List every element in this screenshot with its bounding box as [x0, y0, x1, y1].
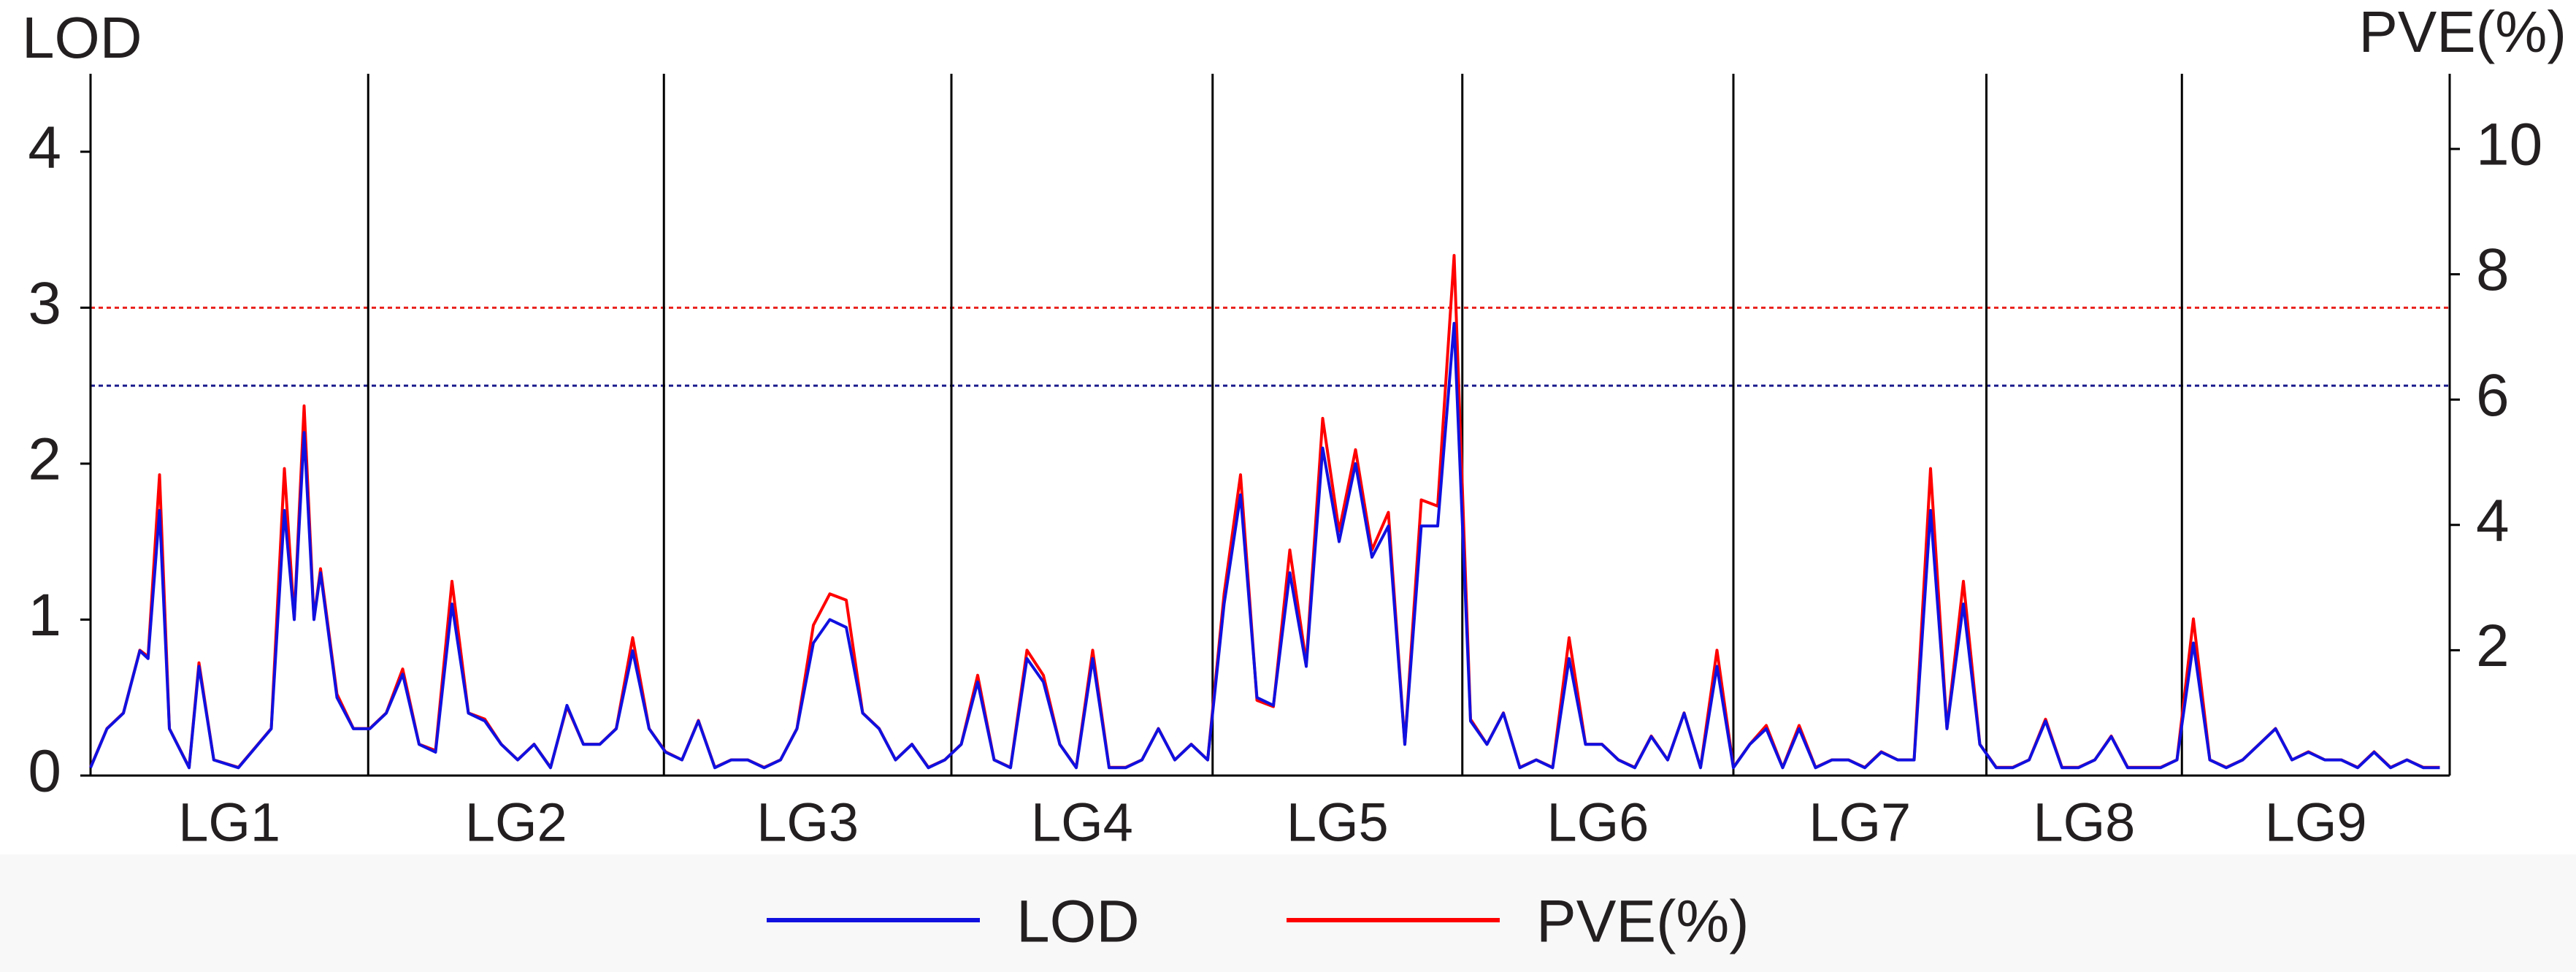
x-tick-label: LG3 [756, 792, 859, 853]
y2-tick-label: 6 [2476, 362, 2510, 429]
x-tick-label: LG1 [178, 792, 280, 853]
legend-label: PVE(%) [1536, 889, 1749, 955]
y2-tick-label: 8 [2476, 237, 2510, 303]
y-tick-label: 2 [28, 426, 61, 493]
y-axis-label: LOD [22, 5, 142, 70]
y-tick-label: 3 [28, 270, 61, 337]
x-tick-label: LG7 [1809, 792, 1911, 853]
y-tick-label: 0 [28, 738, 61, 805]
x-tick-label: LG5 [1287, 792, 1389, 853]
y2-tick-label: 2 [2476, 613, 2510, 679]
x-tick-label: LG6 [1546, 792, 1649, 853]
y-tick-label: 1 [28, 582, 61, 648]
y2-axis-label: PVE(%) [2359, 0, 2567, 64]
x-tick-label: LG8 [2033, 792, 2135, 853]
x-tick-label: LG4 [1031, 792, 1133, 853]
y2-tick-label: 4 [2476, 487, 2510, 554]
series-line [89, 321, 2440, 770]
x-tick-label: LG9 [2265, 792, 2367, 853]
y2-tick-label: 10 [2476, 112, 2542, 178]
y-tick-label: 4 [28, 114, 61, 180]
x-tick-label: LG2 [465, 792, 567, 853]
legend-background [0, 854, 2576, 972]
legend-label: LOD [1016, 889, 1140, 955]
